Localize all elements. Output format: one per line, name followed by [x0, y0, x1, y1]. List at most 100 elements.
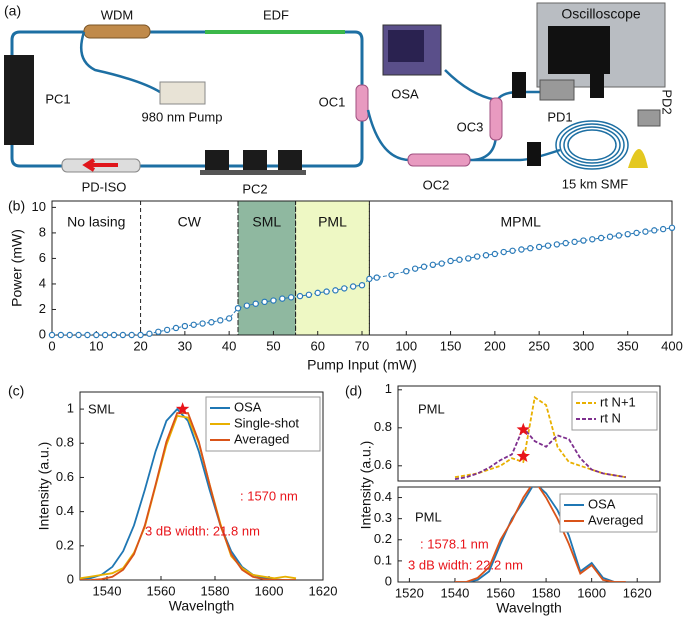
- oc3-label: OC3: [457, 119, 484, 134]
- data-point: [128, 331, 135, 339]
- data-point: [279, 295, 286, 302]
- data-point: [633, 229, 640, 237]
- data-point: [323, 288, 330, 295]
- data-point: [589, 236, 596, 243]
- chart: 0.6 0.8 1 (d) PML rt N+1rt N: [345, 381, 661, 482]
- x-axis-title: Wavelngth: [496, 600, 562, 616]
- data-point: [57, 331, 65, 339]
- x-tick-label: 40: [222, 338, 236, 353]
- annotation: 3 dB width: 22.2 nm: [408, 557, 523, 572]
- x-tick-label: 1560: [147, 583, 176, 598]
- data-point: [366, 275, 373, 283]
- panel-label: (b): [8, 198, 25, 214]
- data-point: [332, 287, 339, 294]
- pump: [159, 81, 206, 105]
- x-tick-label: 1600: [577, 585, 606, 600]
- pump-label: 980 nm Pump: [142, 109, 223, 124]
- data-point: [482, 252, 490, 259]
- region-label: SML: [252, 214, 281, 230]
- oc1: [355, 84, 369, 122]
- y-tick-label: 4: [39, 275, 46, 290]
- x-tick-label: 10: [89, 338, 103, 353]
- y-tick-label: 0.6: [56, 469, 74, 484]
- y-tick-label: 0.4: [56, 503, 74, 518]
- region-label: MPML: [500, 214, 541, 230]
- panel-label: (a): [4, 3, 21, 19]
- oc2-label: OC2: [423, 177, 450, 192]
- data-point: [491, 250, 499, 258]
- data-point: [429, 261, 437, 269]
- data-point: [296, 292, 304, 300]
- setup-diagram: (a) WDM EDF 980 nm Pump PC1 PD-ISO PC2 O…: [4, 2, 675, 196]
- y-tick-label: 0.1: [374, 552, 392, 567]
- data-point: [119, 331, 127, 339]
- data-point: [473, 253, 481, 260]
- y-axis-title: Power (mW): [9, 229, 25, 307]
- series-line: [455, 487, 626, 582]
- chart: 1520 1540 1560 1580 1600 1620 0 0.1 0.2 0.3 0.4 Wav…: [358, 441, 661, 616]
- y-tick-label: 8: [39, 224, 46, 239]
- annotation: : 1578.1 nm: [420, 536, 489, 551]
- mount: [512, 72, 526, 98]
- pd2-label: PD2: [660, 89, 675, 114]
- series-line: [454, 426, 626, 480]
- data-point: [624, 230, 631, 238]
- legend-label: OSA: [588, 496, 616, 511]
- data-point: [403, 267, 410, 275]
- x-tick-label: 1520: [395, 585, 424, 600]
- x-tick-label: 20: [133, 338, 147, 353]
- pc1-label: PC1: [45, 91, 70, 106]
- data-point: [571, 238, 578, 246]
- data-point: [509, 247, 516, 254]
- data-point: [642, 228, 649, 235]
- data-point: [438, 260, 445, 267]
- data-point: [155, 328, 162, 336]
- data-point: [341, 285, 348, 292]
- legend-label: Single-shot: [234, 415, 299, 430]
- y-tick-label: 0: [385, 573, 392, 588]
- legend-label: rt N+1: [600, 394, 636, 409]
- data-point: [411, 265, 419, 272]
- y-tick-label: 1: [67, 401, 74, 416]
- x-tick-label: 350: [617, 338, 639, 353]
- data-point: [668, 224, 676, 231]
- x-tick-label: 1600: [255, 583, 284, 598]
- data-point: [447, 257, 454, 265]
- series-line: [454, 395, 626, 479]
- oc3: [489, 97, 503, 141]
- x-tick-label: 70: [355, 338, 369, 353]
- data-point: [527, 245, 534, 252]
- data-point: [101, 331, 109, 339]
- x-tick-label: 50: [266, 338, 280, 353]
- y-tick-label: 0: [67, 571, 74, 586]
- data-point: [553, 241, 561, 248]
- pd-iso-label: PD-ISO: [82, 179, 127, 194]
- oscilloscope-label: Oscilloscope: [561, 6, 641, 22]
- x-tick-label: 1560: [486, 585, 515, 600]
- x-tick-label: 1620: [309, 583, 338, 598]
- data-point: [305, 291, 313, 298]
- pc2: [243, 150, 267, 172]
- data-point: [606, 233, 614, 240]
- legend-label: Averaged: [234, 431, 289, 446]
- data-point: [217, 317, 224, 324]
- x-tick-label: 0: [48, 338, 55, 353]
- data-point: [651, 227, 658, 234]
- fiber-loop: [10, 30, 364, 168]
- x-axis-title: Wavelngth: [169, 598, 235, 614]
- x-axis-title: Pump Input (mW): [307, 357, 417, 373]
- data-point: [373, 274, 380, 281]
- panel-label: (d): [345, 383, 362, 399]
- data-point: [110, 331, 118, 339]
- x-tick-label: 100: [395, 338, 417, 353]
- pc1: [4, 55, 34, 145]
- trend-line: [52, 227, 672, 335]
- x-tick-label: 1620: [623, 585, 652, 600]
- y-tick-label: 1: [385, 381, 392, 396]
- series-line: [80, 407, 296, 580]
- smf-coil: [555, 120, 629, 170]
- wdm: [83, 24, 151, 39]
- data-point: [562, 239, 569, 247]
- x-tick-label: 1540: [93, 583, 122, 598]
